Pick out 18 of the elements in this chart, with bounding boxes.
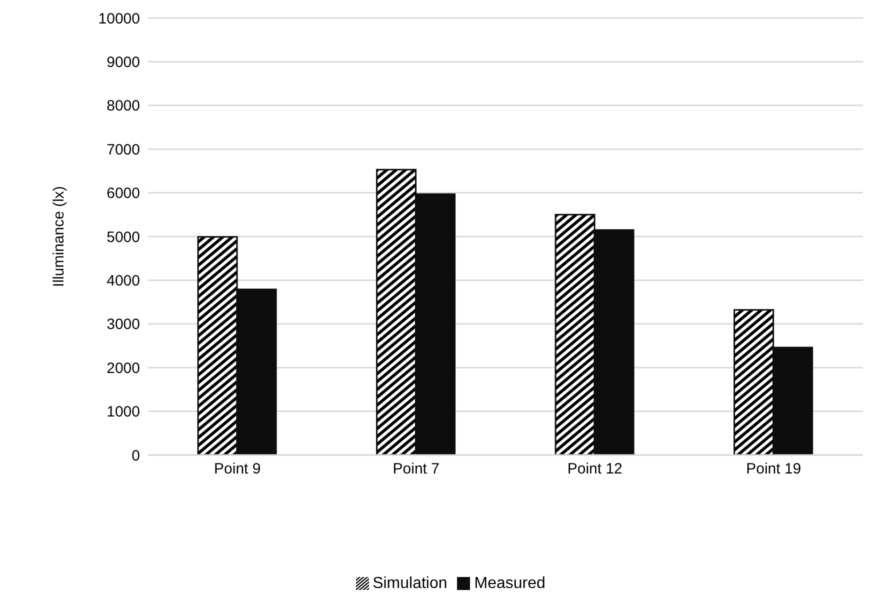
y-tick-label: 5000 bbox=[106, 228, 140, 246]
x-tick-label: Point 7 bbox=[392, 460, 440, 478]
y-tick-label: 10000 bbox=[98, 10, 140, 28]
y-tick-label: 9000 bbox=[106, 54, 140, 72]
y-tick-label: 4000 bbox=[106, 272, 140, 290]
legend-label: Simulation bbox=[372, 575, 448, 592]
y-tick-label: 6000 bbox=[106, 185, 140, 202]
y-tick-label: 1000 bbox=[106, 404, 140, 421]
legend-label: Measured bbox=[474, 575, 546, 592]
x-tick-label: Point 9 bbox=[214, 460, 261, 478]
x-tick-label: Point 19 bbox=[746, 460, 802, 478]
y-tick-label: 7000 bbox=[106, 141, 140, 158]
y-tick-label: 3000 bbox=[106, 316, 140, 334]
x-tick-label: Point 12 bbox=[567, 460, 622, 478]
y-tick-label: 8000 bbox=[106, 98, 140, 115]
y-axis-title: Illuminance (lx) bbox=[50, 186, 68, 287]
y-tick-label: 2000 bbox=[106, 360, 140, 377]
y-tick-label: 0 bbox=[132, 447, 140, 464]
